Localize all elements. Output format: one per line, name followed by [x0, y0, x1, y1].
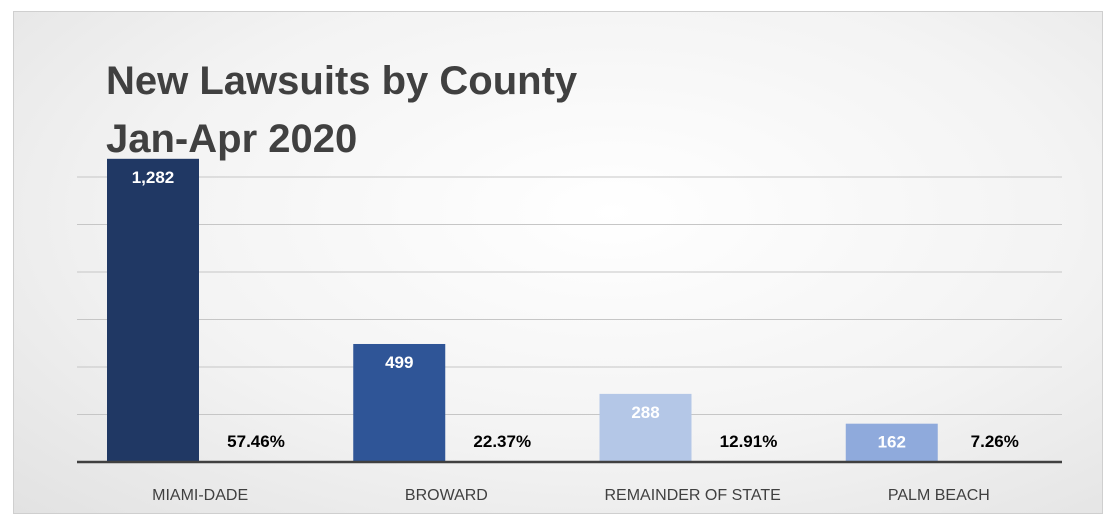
data-label: 499	[385, 353, 413, 372]
percent-label: 12.91%	[720, 432, 778, 451]
data-label: 162	[878, 433, 906, 452]
chart-title-line2: Jan-Apr 2020	[106, 117, 358, 161]
x-tick-label: REMAINDER OF STATE	[604, 487, 780, 504]
percent-label: 22.37%	[473, 432, 531, 451]
bar-chart: 1,282 57.46% MIAMI-DADE 499 22.37% BROWARD 288…	[77, 158, 1062, 504]
percent-label: 57.46%	[227, 432, 285, 451]
bar	[845, 423, 938, 462]
bar	[353, 343, 446, 462]
chart-title: New Lawsuits by County Jan-Apr 2020	[106, 52, 577, 168]
data-label: 288	[631, 403, 659, 422]
x-tick-label: BROWARD	[405, 487, 488, 504]
chart-area: New Lawsuits by County Jan-Apr 2020 1,28…	[13, 11, 1103, 514]
bar	[107, 158, 199, 462]
bar	[599, 393, 692, 462]
percent-label: 7.26%	[971, 432, 1019, 451]
chart-title-line1: New Lawsuits by County	[106, 59, 578, 103]
x-tick-label: MIAMI-DADE	[152, 487, 248, 504]
data-label: 1,282	[132, 168, 175, 187]
x-tick-label: PALM BEACH	[888, 487, 990, 504]
